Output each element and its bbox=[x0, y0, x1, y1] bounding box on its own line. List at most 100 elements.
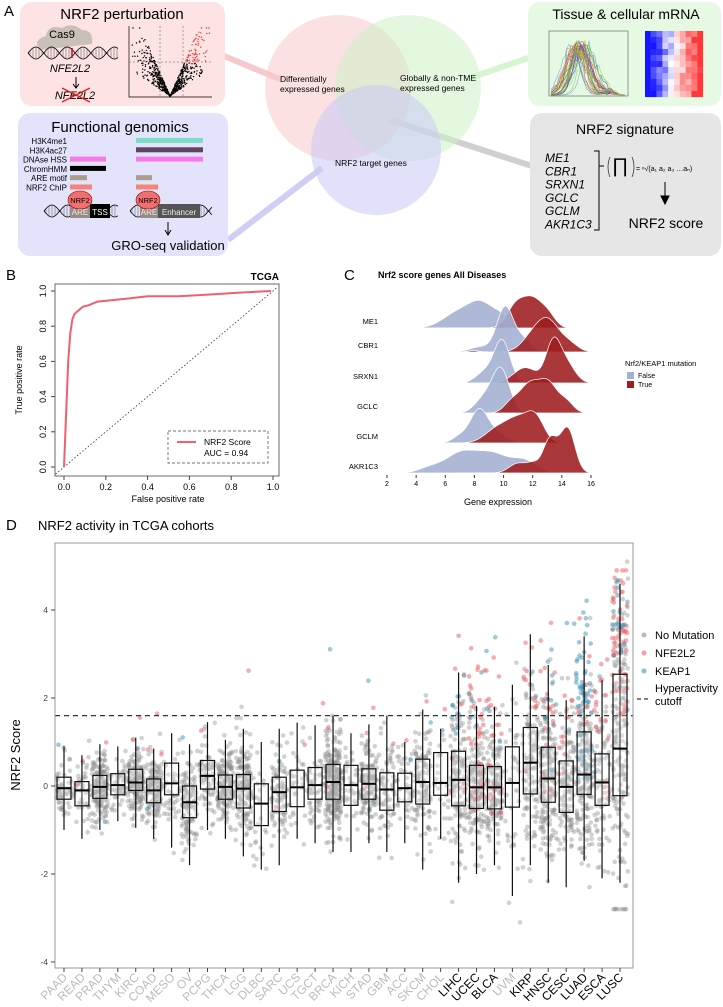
point-no-mutation bbox=[238, 715, 243, 721]
point-no-mutation bbox=[371, 786, 376, 791]
point-no-mutation bbox=[237, 793, 242, 799]
point-nfe2l2 bbox=[613, 635, 618, 641]
point-no-mutation bbox=[336, 753, 341, 758]
volcano-point bbox=[199, 72, 202, 75]
point-keap1 bbox=[625, 599, 630, 605]
point-no-mutation bbox=[458, 755, 464, 761]
point-no-mutation bbox=[280, 794, 285, 800]
point-no-mutation bbox=[156, 765, 162, 770]
point-no-mutation bbox=[190, 830, 195, 836]
point-no-mutation bbox=[90, 824, 95, 829]
point-no-mutation bbox=[616, 854, 622, 860]
volcano-point bbox=[178, 87, 181, 89]
panel-label-c: C bbox=[344, 267, 355, 284]
box-tgct bbox=[307, 766, 323, 800]
point-no-mutation bbox=[589, 832, 594, 837]
density-line bbox=[550, 41, 625, 96]
point-no-mutation bbox=[216, 766, 222, 772]
point-keap1 bbox=[610, 627, 616, 632]
box-kirc bbox=[128, 768, 144, 792]
point-no-mutation bbox=[425, 750, 431, 755]
volcano-point bbox=[197, 42, 199, 45]
box-read bbox=[74, 780, 90, 807]
point-no-mutation bbox=[153, 784, 159, 790]
point-no-mutation bbox=[317, 803, 323, 808]
volcano-point bbox=[145, 45, 147, 47]
point-no-mutation bbox=[445, 816, 451, 821]
point-no-mutation bbox=[234, 755, 239, 761]
heatmap-cell bbox=[650, 31, 657, 38]
point-no-mutation bbox=[179, 823, 184, 829]
point-no-mutation bbox=[207, 801, 213, 807]
cross-out-icon bbox=[61, 87, 91, 103]
point-keap1 bbox=[408, 757, 414, 763]
point-no-mutation bbox=[315, 824, 321, 830]
point-no-mutation bbox=[56, 806, 62, 811]
point-no-mutation bbox=[454, 717, 460, 722]
volcano-point bbox=[156, 78, 158, 81]
point-no-mutation bbox=[94, 750, 99, 755]
point-no-mutation bbox=[481, 756, 487, 761]
point-no-mutation bbox=[423, 755, 429, 760]
volcano-point bbox=[194, 48, 196, 50]
point-no-mutation bbox=[216, 766, 222, 772]
point-no-mutation bbox=[131, 776, 137, 782]
volcano-point bbox=[147, 52, 149, 55]
point-no-mutation bbox=[388, 822, 394, 828]
heatmap-cell bbox=[656, 43, 663, 50]
volcano-point bbox=[177, 80, 179, 82]
point-no-mutation bbox=[416, 772, 421, 777]
box-dlbc bbox=[253, 783, 269, 827]
heatmap-cell bbox=[679, 61, 686, 68]
point-nfe2l2 bbox=[489, 733, 494, 738]
point-keap1 bbox=[581, 691, 586, 696]
point-no-mutation bbox=[354, 810, 359, 816]
volcano-point bbox=[163, 81, 165, 84]
point-no-mutation bbox=[185, 760, 190, 766]
point-no-mutation bbox=[148, 781, 153, 786]
density-line bbox=[550, 41, 626, 96]
point-no-mutation bbox=[85, 829, 90, 835]
volcano-point bbox=[194, 52, 197, 54]
point-no-mutation bbox=[413, 751, 419, 756]
point-no-mutation bbox=[372, 744, 378, 749]
point-no-mutation bbox=[95, 778, 100, 784]
point-no-mutation bbox=[409, 816, 415, 822]
point-no-mutation bbox=[111, 802, 116, 808]
point-no-mutation bbox=[391, 764, 396, 770]
point-no-mutation bbox=[101, 768, 107, 774]
volcano-point bbox=[183, 63, 185, 66]
point-no-mutation bbox=[343, 768, 349, 774]
point-no-mutation bbox=[462, 810, 468, 816]
point-no-mutation bbox=[476, 815, 482, 820]
point-no-mutation bbox=[109, 805, 114, 811]
point-no-mutation bbox=[323, 811, 328, 817]
y-tick-label: -4 bbox=[40, 957, 48, 967]
point-no-mutation bbox=[487, 742, 493, 747]
volcano-point bbox=[180, 70, 183, 72]
point-no-mutation bbox=[450, 724, 455, 730]
point-no-mutation bbox=[338, 805, 344, 810]
point-no-mutation bbox=[270, 740, 275, 745]
point-no-mutation bbox=[388, 813, 394, 818]
point-nfe2l2 bbox=[499, 731, 504, 737]
point-no-mutation bbox=[277, 768, 283, 773]
point-nfe2l2 bbox=[620, 568, 625, 573]
point-no-mutation bbox=[246, 826, 252, 832]
volcano-plot bbox=[128, 26, 212, 98]
point-no-mutation bbox=[282, 765, 288, 771]
point-no-mutation bbox=[481, 756, 487, 761]
point-no-mutation bbox=[560, 812, 565, 818]
point-no-mutation bbox=[327, 774, 333, 779]
point-no-mutation bbox=[90, 766, 95, 771]
point-no-mutation bbox=[369, 814, 375, 820]
point-no-mutation bbox=[216, 761, 221, 767]
volcano-point bbox=[181, 75, 183, 77]
point-no-mutation bbox=[184, 828, 189, 834]
heatmap-cell bbox=[645, 31, 651, 38]
volcano-point bbox=[155, 85, 158, 88]
point-no-mutation bbox=[488, 770, 494, 776]
heatmap-cell bbox=[674, 67, 680, 74]
point-no-mutation bbox=[93, 819, 98, 825]
point-no-mutation bbox=[353, 772, 358, 778]
